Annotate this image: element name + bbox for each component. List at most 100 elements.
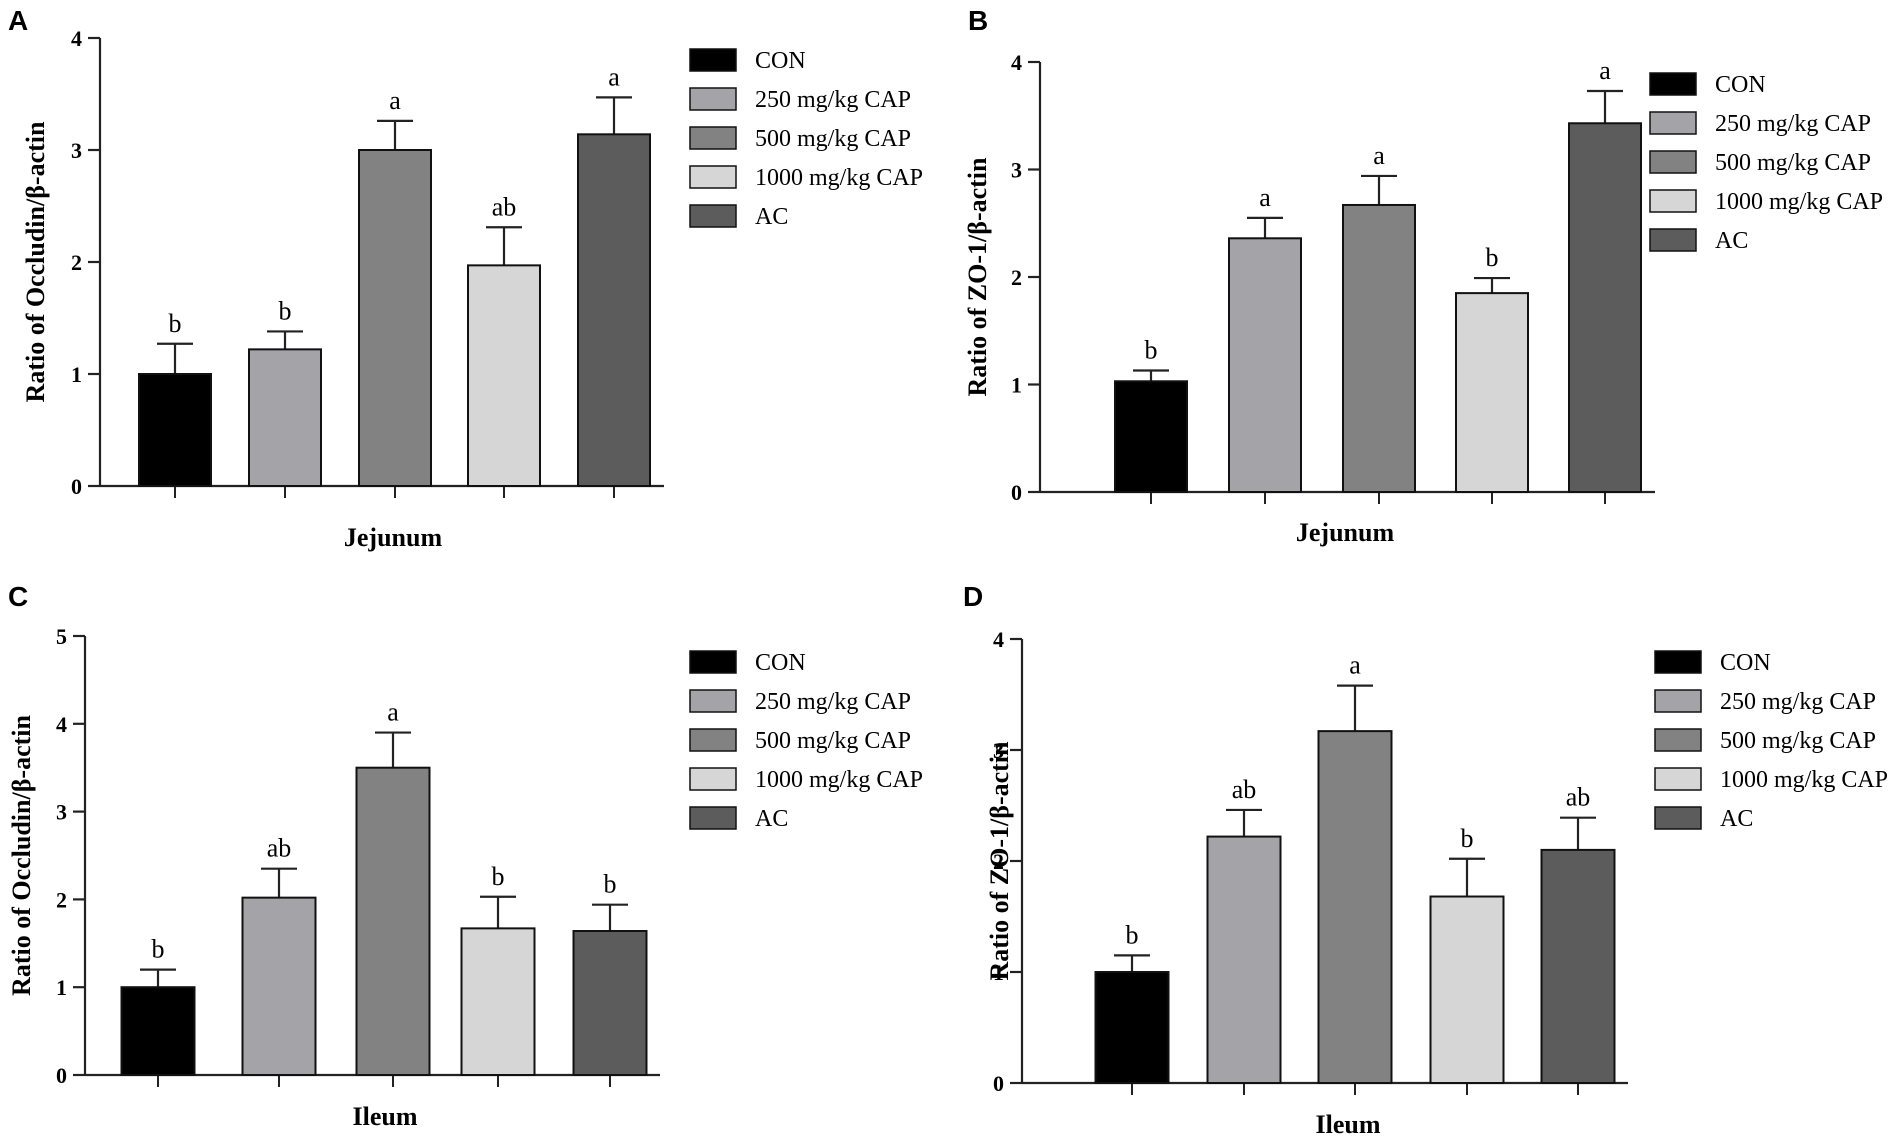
y-axis-title: Ratio of ZO-1/β-actin: [985, 741, 1014, 981]
panel-letter: B: [968, 5, 988, 36]
significance-label: a: [1599, 56, 1611, 85]
legend-swatch: [689, 728, 737, 752]
bar-4: [1455, 292, 1529, 493]
legend-swatch: [1654, 767, 1702, 791]
legend-label: 500 mg/kg CAP: [1720, 728, 1876, 754]
bar-4: [1429, 895, 1505, 1085]
bar-3: [355, 766, 431, 1076]
bar-1: [120, 986, 196, 1077]
bar-5: [572, 930, 648, 1076]
significance-label: a: [1259, 183, 1271, 212]
y-axis-title: Ratio of Occludin/β-actin: [7, 715, 36, 996]
legend-label: 500 mg/kg CAP: [755, 126, 911, 152]
legend-label: AC: [755, 204, 788, 230]
legend-swatch: [689, 87, 737, 111]
legend-swatch: [1649, 72, 1697, 96]
x-axis-title: Jejunum: [1296, 518, 1395, 547]
legend: CON 250 mg/kg CAP 500 mg/kg CAP 1000 mg/kg …: [689, 48, 923, 230]
legend-swatch: [1649, 150, 1697, 174]
bar-2: [241, 896, 317, 1076]
legend-swatch: [1654, 689, 1702, 713]
significance-label: ab: [1232, 775, 1257, 804]
legend-label: 500 mg/kg CAP: [755, 728, 911, 754]
significance-label: b: [279, 296, 292, 325]
legend-swatch: [1649, 111, 1697, 135]
panel-letter: D: [963, 581, 983, 612]
legend-label: 1000 mg/kg CAP: [1720, 767, 1888, 793]
legend-label: 1000 mg/kg CAP: [755, 165, 923, 191]
legend-swatch: [1654, 728, 1702, 752]
bar-2: [1206, 835, 1282, 1085]
significance-label: b: [492, 862, 505, 891]
y-tick-label: 1: [71, 362, 82, 387]
y-tick-label: 0: [993, 1071, 1004, 1096]
legend-label: 250 mg/kg CAP: [755, 689, 911, 715]
y-tick-label: 2: [1011, 265, 1022, 290]
legend-swatch: [689, 48, 737, 72]
legend-label: AC: [1720, 806, 1753, 832]
y-tick-label: 3: [71, 138, 82, 163]
legend-label: CON: [1720, 650, 1771, 676]
legend-swatch: [689, 126, 737, 150]
significance-label: a: [608, 62, 620, 91]
y-tick-label: 0: [1011, 480, 1022, 505]
panel-b: B 0 1 2 3 4 b a a b a Jejunum Ratio of ZO-1/β-actin C…: [963, 5, 1883, 547]
y-tick-label: 4: [71, 26, 82, 51]
bar-1: [1094, 971, 1170, 1084]
bar-2: [1228, 237, 1302, 493]
y-tick-label: 2: [56, 887, 67, 912]
y-tick-label: 1: [1011, 373, 1022, 398]
bar-1: [1114, 380, 1188, 493]
y-tick-label: 3: [993, 738, 1004, 763]
bar-4: [467, 264, 541, 487]
y-tick-label: 4: [56, 712, 67, 737]
legend-label: 250 mg/kg CAP: [1720, 689, 1876, 715]
bar-4: [460, 927, 536, 1077]
y-tick-label: 1: [993, 960, 1004, 985]
y-tick-label: 2: [71, 250, 82, 275]
bar-3: [358, 149, 432, 487]
y-axis-title: Ratio of Occludin/β-actin: [21, 121, 50, 402]
bar-5: [1568, 122, 1642, 494]
y-tick-label: 0: [71, 474, 82, 499]
y-tick-label: 4: [1011, 50, 1022, 75]
significance-label: b: [169, 309, 182, 338]
legend-label: AC: [755, 806, 788, 832]
y-tick-label: 1: [56, 975, 67, 1000]
y-tick-label: 2: [993, 849, 1004, 874]
panel-a: A 0 1 2 3 4 b b a ab a Jejunum Ratio of Occludin/β-a…: [8, 5, 923, 552]
legend-label: 500 mg/kg CAP: [1715, 150, 1871, 176]
bar-2: [248, 348, 322, 487]
bar-5: [577, 133, 651, 487]
significance-label: b: [604, 870, 617, 899]
significance-label: b: [1126, 920, 1139, 949]
bar-1: [138, 373, 212, 487]
bar-5: [1540, 848, 1616, 1085]
significance-label: a: [387, 698, 399, 727]
legend: CON 250 mg/kg CAP 500 mg/kg CAP 1000 mg/kg …: [1649, 72, 1883, 254]
legend-swatch: [689, 806, 737, 830]
significance-label: a: [1349, 651, 1361, 680]
significance-label: ab: [1566, 783, 1591, 812]
legend-swatch: [689, 689, 737, 713]
bar-3: [1317, 730, 1393, 1084]
significance-label: b: [1461, 824, 1474, 853]
y-tick-label: 5: [56, 624, 67, 649]
legend-swatch: [1649, 228, 1697, 252]
legend-swatch: [1649, 189, 1697, 213]
legend: CON 250 mg/kg CAP 500 mg/kg CAP 1000 mg/kg …: [1654, 650, 1888, 832]
legend-label: 1000 mg/kg CAP: [1715, 189, 1883, 215]
legend-swatch: [689, 650, 737, 674]
x-axis-title: Ileum: [353, 1102, 418, 1131]
legend-swatch: [689, 165, 737, 189]
significance-label: b: [152, 935, 165, 964]
legend-swatch: [1654, 806, 1702, 830]
legend: CON 250 mg/kg CAP 500 mg/kg CAP 1000 mg/kg …: [689, 650, 923, 832]
legend-label: CON: [755, 48, 806, 74]
significance-label: ab: [492, 192, 517, 221]
legend-label: AC: [1715, 228, 1748, 254]
legend-label: CON: [755, 650, 806, 676]
legend-label: 250 mg/kg CAP: [755, 87, 911, 113]
